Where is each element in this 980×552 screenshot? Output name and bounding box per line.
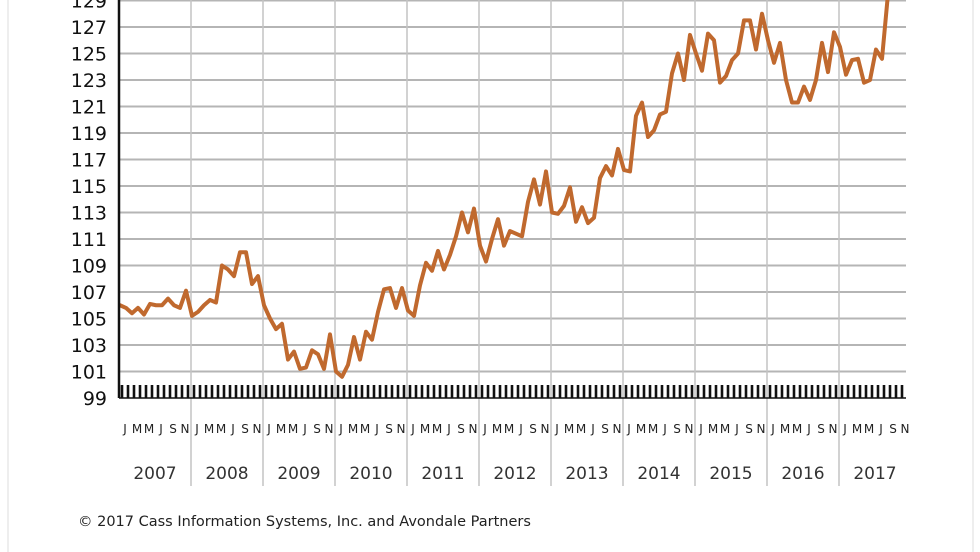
y-tick-label: 103	[71, 335, 107, 357]
year-label: 2017	[853, 464, 896, 484]
month-label: M	[576, 422, 586, 436]
y-tick-label: 113	[71, 203, 107, 225]
month-label: J	[770, 422, 775, 436]
month-label: N	[901, 422, 910, 436]
y-tick-label: 121	[71, 97, 107, 119]
y-tick-label: 115	[71, 176, 107, 198]
y-tick-label: 111	[71, 229, 107, 251]
month-label: J	[662, 422, 667, 436]
y-tick-label: 99	[83, 388, 107, 410]
y-tick-label: 123	[71, 70, 107, 92]
month-label: N	[397, 422, 406, 436]
month-label: N	[541, 422, 550, 436]
month-label: M	[432, 422, 442, 436]
month-label: J	[194, 422, 199, 436]
year-label: 2012	[493, 464, 536, 484]
month-label: J	[302, 422, 307, 436]
y-tick-label: 125	[71, 44, 107, 66]
month-label: M	[348, 422, 358, 436]
year-label: 2011	[421, 464, 464, 484]
month-label: J	[878, 422, 883, 436]
y-tick-label: 117	[71, 150, 107, 172]
y-tick-label: 107	[71, 282, 107, 304]
year-label: 2010	[349, 464, 392, 484]
month-label: J	[482, 422, 487, 436]
month-label: J	[122, 422, 127, 436]
month-label: S	[601, 422, 609, 436]
month-label: J	[338, 422, 343, 436]
month-label: J	[698, 422, 703, 436]
month-label: M	[276, 422, 286, 436]
month-label: M	[792, 422, 802, 436]
month-label: M	[564, 422, 574, 436]
month-label: M	[132, 422, 142, 436]
month-label: S	[673, 422, 681, 436]
month-label: J	[518, 422, 523, 436]
month-label: N	[469, 422, 478, 436]
year-label: 2009	[277, 464, 320, 484]
month-label: J	[266, 422, 271, 436]
month-label: S	[385, 422, 393, 436]
month-label: M	[780, 422, 790, 436]
month-label: J	[158, 422, 163, 436]
month-label: M	[648, 422, 658, 436]
month-label: J	[374, 422, 379, 436]
copyright-text: © 2017 Cass Information Systems, Inc. an…	[78, 514, 531, 530]
y-tick-label: 101	[71, 362, 107, 384]
y-tick-label: 129	[71, 0, 107, 13]
month-label: M	[144, 422, 154, 436]
year-label: 2015	[709, 464, 752, 484]
month-label: N	[829, 422, 838, 436]
month-label: N	[181, 422, 190, 436]
year-label: 2013	[565, 464, 608, 484]
month-label: S	[457, 422, 465, 436]
month-label: M	[852, 422, 862, 436]
y-tick-label: 119	[71, 123, 107, 145]
series-line	[119, 0, 890, 379]
month-label: N	[253, 422, 262, 436]
month-label: M	[360, 422, 370, 436]
month-label: M	[492, 422, 502, 436]
year-label: 2008	[205, 464, 248, 484]
month-label: J	[554, 422, 559, 436]
month-label: M	[504, 422, 514, 436]
month-label: M	[720, 422, 730, 436]
month-label: J	[806, 422, 811, 436]
year-label: 2007	[133, 464, 176, 484]
month-label: J	[626, 422, 631, 436]
month-label: S	[169, 422, 177, 436]
month-label: S	[889, 422, 897, 436]
month-label: J	[230, 422, 235, 436]
month-label: N	[685, 422, 694, 436]
month-label: S	[745, 422, 753, 436]
month-label: S	[817, 422, 825, 436]
month-label: S	[529, 422, 537, 436]
month-label: N	[325, 422, 334, 436]
month-label: M	[420, 422, 430, 436]
month-label: M	[636, 422, 646, 436]
month-label: S	[241, 422, 249, 436]
month-label: M	[204, 422, 214, 436]
year-label: 2014	[637, 464, 680, 484]
y-tick-label: 109	[71, 256, 107, 278]
month-label: M	[708, 422, 718, 436]
month-label: J	[410, 422, 415, 436]
month-label: M	[216, 422, 226, 436]
month-label: J	[446, 422, 451, 436]
month-label: N	[613, 422, 622, 436]
month-label: M	[288, 422, 298, 436]
y-tick-label: 127	[71, 17, 107, 39]
y-tick-label: 105	[71, 309, 107, 331]
month-label: J	[842, 422, 847, 436]
month-label: S	[313, 422, 321, 436]
month-label: M	[864, 422, 874, 436]
month-label: J	[590, 422, 595, 436]
month-label: J	[734, 422, 739, 436]
year-label: 2016	[781, 464, 824, 484]
month-label: N	[757, 422, 766, 436]
